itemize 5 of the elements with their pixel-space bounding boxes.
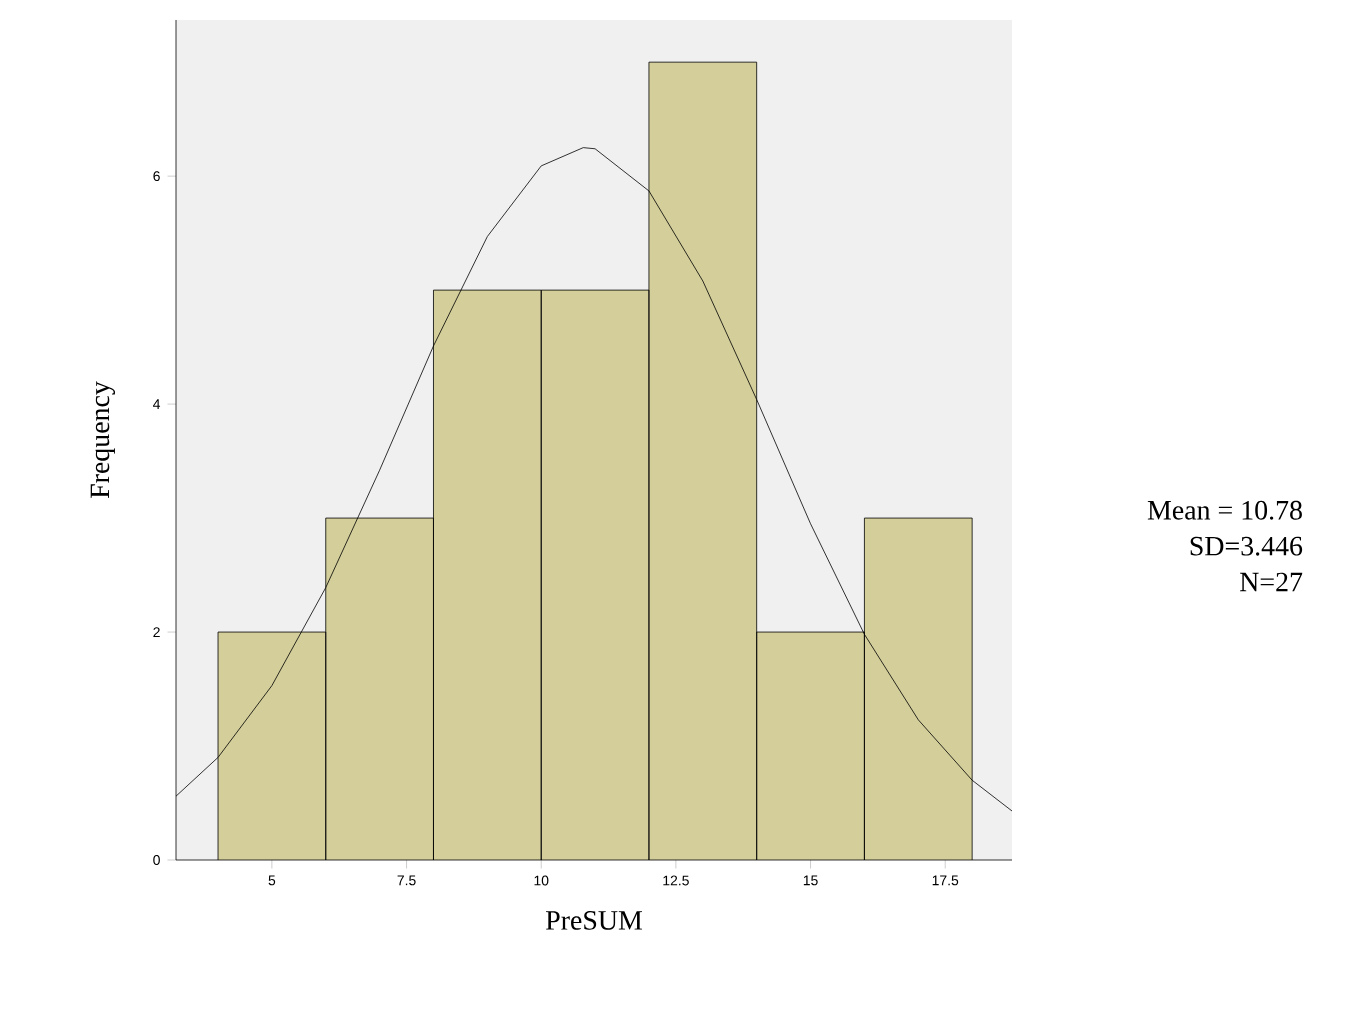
text: N=27: [1240, 572, 1303, 592]
text: SD=3.446: [1190, 536, 1303, 556]
text: Mean = 10.78: [1147, 500, 1302, 520]
y-axis-title: Frequency: [90, 381, 116, 499]
x-axis-title: PreSUM: [545, 911, 643, 930]
